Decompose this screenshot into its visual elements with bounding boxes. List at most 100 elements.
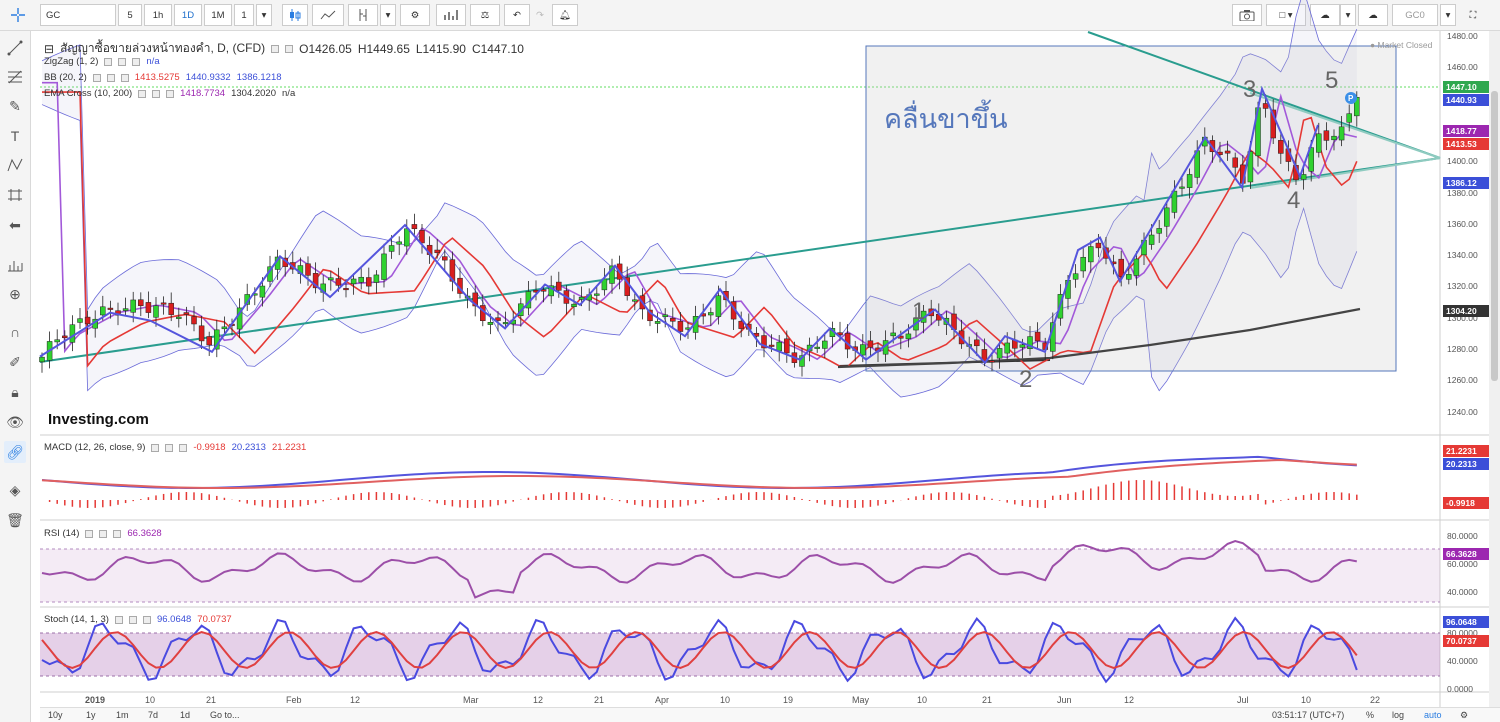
crosshair-icon[interactable] xyxy=(4,4,32,26)
chevron-down-icon[interactable]: ▾ xyxy=(256,4,272,26)
symbol-right-label[interactable]: GC0 xyxy=(1392,4,1438,26)
legend-box-icon[interactable] xyxy=(113,529,122,538)
vertical-scrollbar[interactable] xyxy=(1489,31,1500,707)
legend-close-icon[interactable] xyxy=(285,44,294,53)
legend-box-icon[interactable] xyxy=(132,57,141,66)
legend-box-icon[interactable] xyxy=(99,529,108,538)
gear-icon[interactable]: ⚙ xyxy=(400,4,430,26)
fib-icon[interactable] xyxy=(4,66,26,88)
range-10y[interactable]: 10y xyxy=(48,710,63,720)
lock-icon[interactable]: 🔒︎ xyxy=(11,383,19,400)
arrow-left-icon[interactable]: ⬅ xyxy=(9,216,21,233)
percent-toggle[interactable]: % xyxy=(1366,710,1375,720)
legend-box-icon[interactable] xyxy=(92,73,101,82)
candle-body xyxy=(670,318,676,322)
ema-200-line xyxy=(837,307,1361,369)
legend-box-icon[interactable] xyxy=(138,89,147,98)
goto-button[interactable]: Go to... xyxy=(210,710,240,720)
chevron-down-icon[interactable]: ▾ xyxy=(1440,4,1456,26)
interval-1h[interactable]: 1h xyxy=(144,4,172,26)
legend-settings-icon[interactable] xyxy=(271,44,280,53)
p-badge-icon[interactable] xyxy=(1345,92,1357,104)
line-chart-icon[interactable] xyxy=(312,4,344,26)
macd-tag: 21.2231 xyxy=(1443,445,1489,457)
cloud-save-icon[interactable]: ☁ xyxy=(1358,4,1388,26)
undo-icon[interactable]: ↶ xyxy=(504,4,530,26)
stoch-d-line xyxy=(41,630,1358,670)
trend-line-lower[interactable] xyxy=(39,157,1441,363)
cloud-load-icon[interactable]: ☁ xyxy=(1310,4,1340,26)
camera-icon[interactable] xyxy=(1232,4,1262,26)
alert-icon[interactable]: 🔔︎ xyxy=(552,4,578,26)
legend-box-icon[interactable] xyxy=(179,443,188,452)
link-icon[interactable]: 🔗︎ xyxy=(4,441,26,463)
magnet-icon[interactable]: ∩ xyxy=(9,324,21,340)
trash-icon[interactable]: 🗑︎ xyxy=(6,511,24,528)
legend-box-icon[interactable] xyxy=(152,89,161,98)
ema-legend[interactable]: EMA Cross (10, 200) 1418.7734 1304.2020 … xyxy=(44,88,295,99)
rsi-legend[interactable]: RSI (14) 66.3628 xyxy=(44,528,162,539)
legend-box-icon[interactable] xyxy=(165,443,174,452)
interval-multiplier[interactable]: 1 xyxy=(234,4,254,26)
candle-body xyxy=(1179,186,1185,189)
auto-toggle[interactable]: auto xyxy=(1424,710,1442,720)
zoom-in-icon[interactable]: ⊕ xyxy=(9,285,21,302)
layout-select[interactable]: □ ▾ xyxy=(1266,4,1306,26)
legend-box-icon[interactable] xyxy=(120,73,129,82)
legend-box-icon[interactable] xyxy=(106,73,115,82)
pattern-icon[interactable] xyxy=(4,154,26,176)
candle-body xyxy=(1308,147,1314,172)
interval-1m[interactable]: 1M xyxy=(204,4,232,26)
channel-line[interactable] xyxy=(1249,157,1441,189)
prediction-icon[interactable] xyxy=(4,184,26,206)
log-toggle[interactable]: log xyxy=(1392,710,1405,720)
annotation-text[interactable]: คลื่นขาขึ้น xyxy=(884,99,1008,135)
candle-body xyxy=(419,230,425,244)
interval-5[interactable]: 5 xyxy=(118,4,142,26)
fullscreen-icon[interactable]: ⛶ xyxy=(1469,9,1477,21)
chevron-down-icon[interactable]: ▾ xyxy=(1340,4,1356,26)
range-1y[interactable]: 1y xyxy=(86,710,96,720)
legend-box-icon[interactable] xyxy=(151,443,160,452)
bb-value-2: 1440.9332 xyxy=(185,72,231,83)
indicators-icon[interactable] xyxy=(436,4,466,26)
market-status-text: Market Closed xyxy=(1377,40,1433,50)
range-1m[interactable]: 1m xyxy=(116,710,129,720)
redo-icon[interactable]: ↷ xyxy=(536,9,544,21)
trend-line-icon[interactable] xyxy=(4,37,26,59)
scale-icon[interactable]: ⚖ xyxy=(470,4,500,26)
symbol-input[interactable]: GC xyxy=(40,4,116,26)
date-tick-label: 21 xyxy=(982,695,993,705)
legend-box-icon[interactable] xyxy=(142,615,151,624)
legend-box-icon[interactable] xyxy=(104,57,113,66)
collapse-icon[interactable]: ⊟ xyxy=(44,41,55,56)
legend-box-icon[interactable] xyxy=(85,529,94,538)
text-icon[interactable]: T xyxy=(10,128,20,144)
legend-box-icon[interactable] xyxy=(118,57,127,66)
legend-box-icon[interactable] xyxy=(166,89,175,98)
brush-icon[interactable]: ✎ xyxy=(9,97,21,114)
macd-legend[interactable]: MACD (12, 26, close, 9) -0.9918 20.2313 … xyxy=(44,442,306,453)
candles-icon[interactable] xyxy=(282,4,308,26)
chevron-down-icon[interactable]: ▾ xyxy=(380,4,396,26)
candle-body xyxy=(487,322,494,325)
compare-icon[interactable] xyxy=(348,4,378,26)
legend-box-icon[interactable] xyxy=(128,615,137,624)
layers-icon[interactable]: ◈ xyxy=(9,481,21,498)
stoch-legend[interactable]: Stoch (14, 1, 3) 96.0648 70.0737 xyxy=(44,614,232,625)
zigzag-legend[interactable]: ZigZag (1, 2) n/a xyxy=(44,56,160,67)
measure-icon[interactable] xyxy=(4,254,26,276)
range-7d[interactable]: 7d xyxy=(148,710,159,720)
channel-line-upper[interactable] xyxy=(1249,92,1441,159)
interval-1d[interactable]: 1D xyxy=(174,4,202,26)
bb-legend[interactable]: BB (20, 2) 1413.5275 1440.9332 1386.1218 xyxy=(44,72,282,83)
legend-box-icon[interactable] xyxy=(114,615,123,624)
candle-body xyxy=(221,326,228,330)
range-1d[interactable]: 1d xyxy=(180,710,191,720)
price-tick-label: 1240.00 xyxy=(1447,406,1478,417)
settings-icon[interactable]: ⚙ xyxy=(1460,710,1469,720)
scroll-thumb[interactable] xyxy=(1491,91,1498,381)
eye-icon[interactable]: 👁︎ xyxy=(6,413,24,430)
lock-drawing-icon[interactable]: ✐ xyxy=(9,353,21,370)
